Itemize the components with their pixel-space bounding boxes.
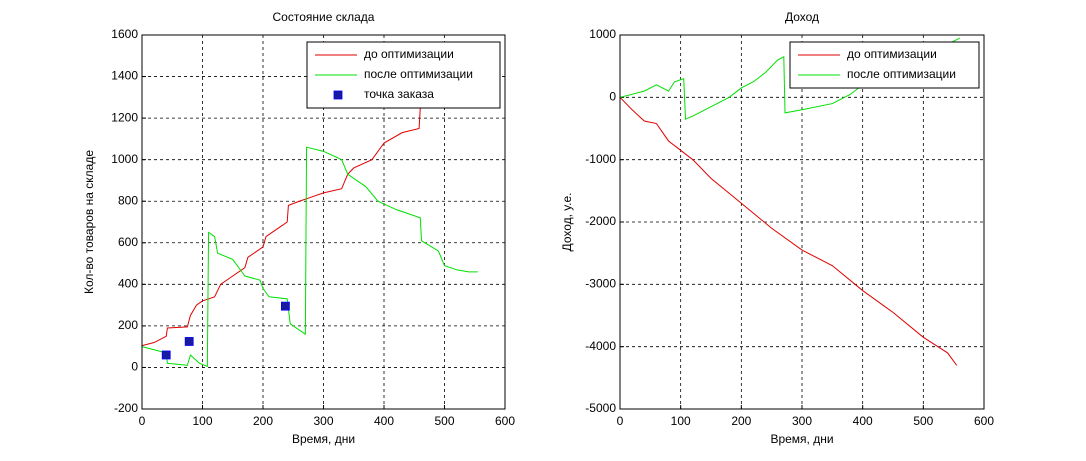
order-point [184,337,194,346]
legend-label: до оптимизации [364,47,454,61]
legend-label: до оптимизации [847,47,937,61]
y-tick-label: -5000 [585,401,616,415]
x-tick-label: 200 [253,414,273,428]
legend-swatch [333,90,343,100]
legend-label: точка заказа [364,87,434,101]
series-line [142,146,478,368]
chart-title: Доход [785,10,819,24]
x-tick-label: 400 [374,414,394,428]
y-tick-label: 0 [131,360,138,374]
y-tick-label: 200 [118,318,138,332]
x-tick-label: 400 [853,414,873,428]
order-point [280,301,290,311]
x-tick-label: 100 [671,414,691,428]
y-tick-label: -200 [114,401,138,415]
x-tick-label: 0 [139,414,146,428]
y-tick-label: 1000 [589,27,616,41]
y-tick-label: 0 [609,90,616,104]
y-tick-label: 400 [118,277,138,291]
legend-label: после оптимизации [364,67,473,81]
axes-box [141,34,506,410]
axes-box [619,34,985,410]
x-tick-label: 600 [974,414,994,428]
legend-box [789,41,980,89]
x-tick-label: 600 [495,414,515,428]
y-tick-label: 800 [118,193,138,207]
x-tick-label: 200 [731,414,751,428]
series-line [620,96,958,366]
x-tick-label: 100 [192,414,212,428]
series-line [142,107,421,347]
y-tick-label: -4000 [585,339,616,353]
y-tick-label: 1400 [111,69,138,83]
y-tick-label: 1200 [111,110,138,124]
x-tick-label: 500 [434,414,454,428]
x-axis-label: Время, дни [292,432,355,446]
y-tick-label: 1000 [111,152,138,166]
y-tick-label: 600 [118,235,138,249]
x-tick-label: 300 [313,414,333,428]
order-point [161,350,171,360]
y-tick-label: -3000 [585,277,616,291]
y-tick-label: -2000 [585,214,616,228]
y-tick-label: -1000 [585,152,616,166]
y-axis-label: Кол-во товаров на складе [82,150,96,294]
x-axis-label: Время, дни [770,432,833,446]
chart-title: Состояние склада [273,10,375,24]
legend-label: после оптимизации [847,67,956,81]
y-tick-label: 1600 [111,27,138,41]
y-axis-label: Доход, у.е. [560,193,574,252]
x-tick-label: 0 [617,414,624,428]
x-tick-label: 300 [792,414,812,428]
x-tick-label: 500 [913,414,933,428]
